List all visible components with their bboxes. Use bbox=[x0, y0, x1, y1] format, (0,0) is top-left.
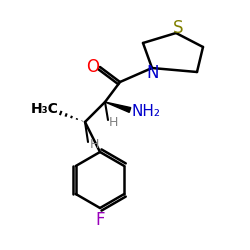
Text: H: H bbox=[89, 138, 99, 150]
Text: F: F bbox=[95, 211, 105, 229]
Text: H₃C: H₃C bbox=[31, 102, 59, 116]
Text: H: H bbox=[108, 116, 118, 130]
Text: S: S bbox=[173, 19, 183, 37]
Text: NH₂: NH₂ bbox=[132, 104, 160, 120]
Text: O: O bbox=[86, 58, 100, 76]
Polygon shape bbox=[105, 102, 131, 113]
Text: N: N bbox=[147, 64, 159, 82]
